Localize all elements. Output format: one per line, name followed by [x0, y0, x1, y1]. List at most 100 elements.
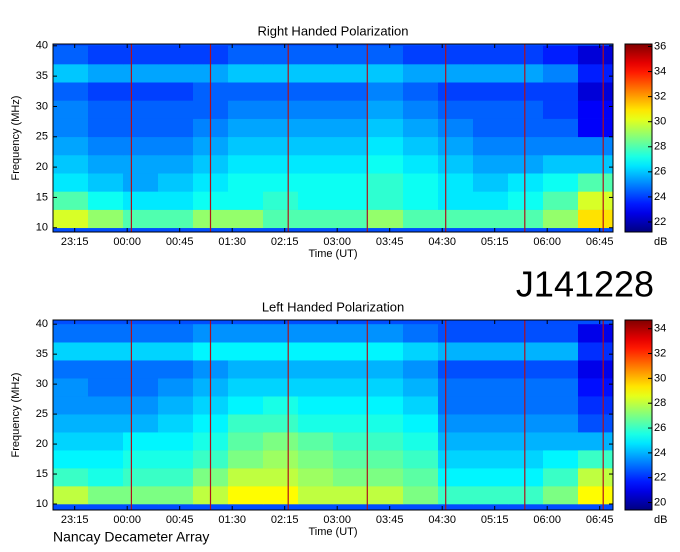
heatmap-cell	[543, 486, 579, 505]
heatmap-cell	[543, 45, 579, 65]
heatmap-cell	[438, 82, 474, 101]
x-tick-label: 04:30	[428, 236, 456, 248]
heatmap-cell	[508, 209, 544, 229]
heatmap-cell	[228, 432, 264, 451]
heatmap-cell	[158, 378, 194, 397]
heatmap-cell	[298, 82, 334, 101]
heatmap-cell	[263, 396, 299, 415]
chart-title: Right Handed Polarization	[257, 23, 408, 38]
x-tick-label: 04:30	[428, 514, 456, 526]
x-axis-label: Time (UT)	[308, 248, 357, 260]
heatmap-cell	[403, 360, 439, 379]
heatmap-cell	[158, 118, 194, 138]
heatmap-cell	[438, 360, 474, 379]
plot-frame	[52, 43, 614, 233]
x-tick-label: 03:45	[376, 236, 404, 248]
heatmap-cell	[228, 450, 264, 469]
colorbar-tick-label: 36	[654, 40, 666, 52]
heatmap-cell	[508, 432, 544, 451]
heatmap-cell	[473, 82, 509, 101]
heatmap-cell	[158, 450, 194, 469]
heatmap-cell	[578, 154, 613, 174]
heatmap-cell	[263, 432, 299, 451]
heatmap-cell	[438, 45, 474, 65]
heatmap-cell	[333, 154, 369, 174]
heatmap-cell	[578, 432, 613, 451]
heatmap-cell	[298, 396, 334, 415]
heatmap-cell	[368, 136, 404, 156]
heatmap-cell	[123, 378, 159, 397]
heatmap-cell	[438, 136, 474, 156]
heatmap-cell	[508, 173, 544, 192]
plot-frame	[52, 319, 614, 511]
heatmap-cell	[88, 468, 124, 487]
heatmap-cell	[438, 324, 474, 343]
heatmap-cell	[298, 432, 334, 451]
heatmap-cell	[123, 414, 159, 433]
heatmap-cell	[88, 414, 124, 433]
heatmap-cell	[438, 486, 474, 505]
colorbar-tick-label: 22	[654, 216, 666, 228]
heatmap-cell	[403, 396, 439, 415]
heatmap-cell	[438, 64, 474, 83]
colorbar-tick-label: 28	[654, 397, 666, 409]
heatmap-cell	[53, 468, 89, 487]
heatmap-cell	[368, 468, 404, 487]
heatmap-cell	[578, 118, 613, 138]
heatmap-cell	[508, 118, 544, 138]
heatmap-cell	[473, 450, 509, 469]
heatmap-cell	[473, 100, 509, 119]
heatmap-cell	[53, 100, 89, 119]
heatmap-cell	[333, 342, 369, 361]
heatmap-cell	[508, 450, 544, 469]
heatmap-cell	[333, 82, 369, 101]
heatmap-cell	[438, 342, 474, 361]
heatmap-cell	[403, 450, 439, 469]
plot-area	[53, 44, 613, 232]
heatmap-cell	[158, 64, 194, 83]
heatmap-cell	[333, 118, 369, 138]
heatmap-cell	[53, 360, 89, 379]
heatmap-cell	[158, 396, 194, 415]
heatmap-cell	[123, 82, 159, 101]
heatmap-cell	[438, 100, 474, 119]
heatmap-cell	[578, 64, 613, 83]
heatmap-cell	[298, 154, 334, 174]
heatmap-cell	[368, 486, 404, 505]
heatmap-cell	[158, 468, 194, 487]
heatmap-cell	[53, 154, 89, 174]
heatmap-cell	[578, 414, 613, 433]
heatmap-cell	[368, 82, 404, 101]
heatmap-cell	[228, 64, 264, 83]
heatmap-cell	[578, 100, 613, 119]
heatmap-cell	[473, 324, 509, 343]
heatmap-cell	[473, 486, 509, 505]
heatmap-cell	[123, 342, 159, 361]
heatmap-cell	[438, 173, 474, 192]
heatmap-cell	[473, 414, 509, 433]
y-tick-label: 40	[36, 318, 48, 330]
heatmap-cell	[228, 468, 264, 487]
heatmap-cell	[263, 342, 299, 361]
heatmap-cell	[333, 45, 369, 65]
heatmap-cell	[333, 486, 369, 505]
heatmap-cell	[578, 378, 613, 397]
heatmap-cell	[53, 342, 89, 361]
heatmap-cell	[158, 100, 194, 119]
x-tick-label: 03:00	[323, 514, 351, 526]
heatmap-cell	[88, 82, 124, 101]
heatmap-cell	[53, 64, 89, 83]
heatmap-cell	[508, 82, 544, 101]
y-axis-label: Frequency (MHz)	[10, 96, 22, 181]
colorbar-tick-label: 34	[654, 323, 666, 335]
heatmap-cell	[88, 378, 124, 397]
heatmap-cell	[438, 450, 474, 469]
heatmap-cell	[158, 324, 194, 343]
heatmap-cell	[298, 450, 334, 469]
heatmap-cell	[263, 209, 299, 229]
heatmap-cell	[473, 378, 509, 397]
heatmap-cell	[228, 118, 264, 138]
heatmap-cell	[508, 100, 544, 119]
heatmap-cell	[508, 486, 544, 505]
